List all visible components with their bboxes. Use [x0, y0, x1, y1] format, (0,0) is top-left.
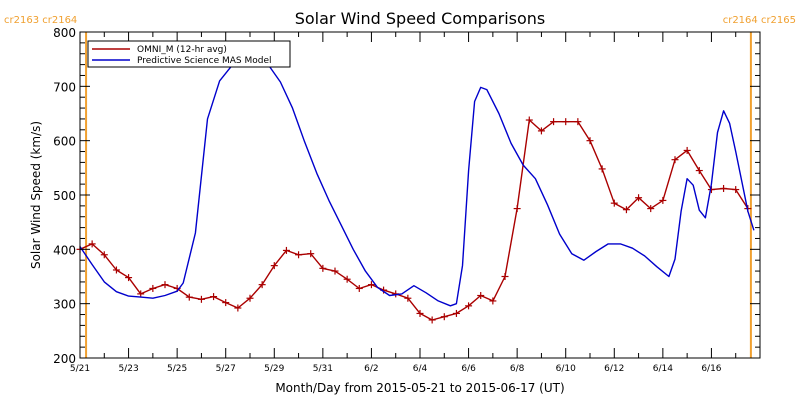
omni-data-point [610, 199, 618, 207]
y-tick-label: 400 [53, 243, 76, 257]
omni-data-point [574, 118, 582, 126]
plot-frame [79, 31, 761, 359]
x-tick-label: 5/27 [216, 364, 236, 374]
omni-data-point [489, 297, 497, 305]
x-tick-label: 5/21 [70, 364, 90, 374]
omni-data-point [197, 295, 205, 303]
x-tick-label: 5/31 [313, 364, 333, 374]
x-tick-label: 6/2 [364, 364, 378, 374]
omni-data-point [659, 196, 667, 204]
omni-data-point [88, 240, 96, 248]
x-tick-label: 6/8 [510, 364, 525, 374]
omni-data-point [234, 304, 242, 312]
y-tick-label: 600 [53, 135, 76, 149]
carrington-label-right: cr2164 cr2165 [723, 15, 796, 26]
legend-box [87, 40, 291, 68]
x-tick-label: 6/14 [653, 364, 673, 374]
series-line-omni [79, 119, 749, 321]
omni-data-point [477, 292, 485, 300]
carrington-boundaries [85, 32, 752, 358]
omni-data-point [258, 281, 266, 289]
omni-data-point [598, 165, 606, 173]
omni-data-point [513, 205, 521, 213]
x-tick-label: 6/4 [413, 364, 428, 374]
omni-data-point [550, 118, 558, 126]
x-tick-label: 5/25 [167, 364, 187, 374]
omni-data-point [295, 251, 303, 259]
x-tick-label: 6/12 [604, 364, 624, 374]
omni-data-point [404, 294, 412, 302]
series-layer [76, 58, 755, 324]
omni-data-point [149, 284, 157, 292]
omni-data-point [112, 266, 120, 274]
omni-data-point [537, 127, 545, 135]
omni-data-point [440, 313, 448, 321]
omni-data-point [647, 205, 655, 213]
omni-data-point [270, 262, 278, 270]
omni-data-point [319, 264, 327, 272]
legend-entry-mas: Predictive Science MAS Model [137, 56, 272, 66]
carrington-label-left: cr2163 cr2164 [4, 15, 77, 26]
omni-data-point [562, 118, 570, 126]
omni-data-point [501, 273, 509, 280]
omni-data-point [161, 281, 169, 289]
omni-data-point [683, 146, 691, 154]
omni-data-point [307, 250, 315, 258]
omni-data-point [416, 309, 424, 317]
x-tick-label: 5/23 [118, 364, 138, 374]
x-axis-label: Month/Day from 2015-05-21 to 2015-06-17 … [275, 381, 564, 395]
legend: OMNI_M (12-hr avg) Predictive Science MA… [87, 40, 291, 68]
y-tick-label: 800 [53, 26, 76, 40]
omni-data-point [137, 290, 145, 298]
omni-data-point [720, 184, 728, 192]
omni-data-point [452, 309, 460, 317]
omni-data-point [100, 251, 108, 259]
omni-data-point [635, 194, 643, 202]
x-axis: 5/21 5/23 5/25 5/27 5/29 5/31 6/2 6/4 6/6 6/8 6/10… [70, 32, 761, 374]
y-axis: 200 300 400 500 600 700 800 [53, 26, 760, 366]
omni-data-point [732, 186, 740, 194]
omni-data-point [586, 137, 594, 145]
omni-data-point [695, 167, 703, 175]
omni-data-point [622, 206, 630, 214]
legend-entry-omni: OMNI_M (12-hr avg) [137, 45, 227, 55]
omni-data-point [331, 267, 339, 275]
omni-data-point [246, 294, 254, 302]
omni-data-point [210, 293, 218, 301]
series-line-mas [79, 58, 755, 307]
omni-data-point [465, 302, 473, 310]
x-tick-label: 6/10 [556, 364, 576, 374]
omni-data-point [355, 284, 363, 292]
y-tick-label: 200 [53, 352, 76, 366]
omni-data-point [185, 293, 193, 301]
y-tick-label: 300 [53, 298, 76, 312]
omni-data-point [525, 116, 533, 124]
y-tick-label: 700 [53, 80, 76, 94]
omni-data-point [222, 299, 230, 307]
y-tick-label: 500 [53, 189, 76, 203]
x-tick-label: 5/29 [264, 364, 284, 374]
chart-title: Solar Wind Speed Comparisons [295, 9, 546, 28]
omni-data-point [428, 316, 436, 324]
omni-data-point [671, 156, 679, 164]
x-tick-label: 6/16 [701, 364, 721, 374]
omni-data-point [282, 246, 290, 254]
x-tick-label: 6/6 [461, 364, 476, 374]
omni-data-point [367, 281, 375, 289]
omni-data-point [343, 275, 351, 283]
y-axis-label: Solar Wind Speed (km/s) [29, 121, 43, 269]
omni-data-point [125, 274, 133, 282]
